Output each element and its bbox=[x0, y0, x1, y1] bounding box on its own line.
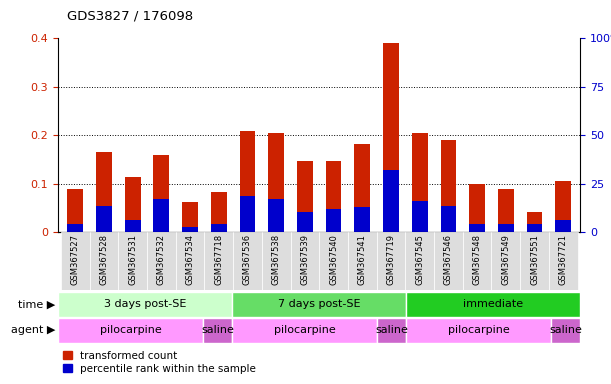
Bar bbox=[469, 184, 485, 232]
Bar bbox=[520, 232, 549, 290]
Bar bbox=[297, 212, 313, 232]
Bar bbox=[211, 223, 227, 232]
Bar bbox=[383, 170, 399, 232]
Bar bbox=[549, 232, 577, 290]
Text: GSM367549: GSM367549 bbox=[501, 234, 510, 285]
Bar bbox=[527, 223, 543, 232]
Bar bbox=[463, 232, 491, 290]
Bar bbox=[96, 152, 112, 232]
Bar bbox=[555, 220, 571, 232]
Text: agent ▶: agent ▶ bbox=[11, 325, 55, 335]
Bar bbox=[232, 318, 378, 343]
Text: GSM367538: GSM367538 bbox=[272, 234, 280, 285]
Bar bbox=[176, 232, 205, 290]
Bar bbox=[326, 209, 342, 232]
Text: GSM367540: GSM367540 bbox=[329, 234, 338, 285]
Text: GSM367531: GSM367531 bbox=[128, 234, 137, 285]
Bar bbox=[326, 161, 342, 232]
Text: GSM367536: GSM367536 bbox=[243, 234, 252, 285]
Bar bbox=[96, 206, 112, 232]
Bar bbox=[406, 318, 552, 343]
Bar bbox=[268, 133, 284, 232]
Text: saline: saline bbox=[549, 325, 582, 335]
Bar bbox=[551, 318, 580, 343]
Text: GSM367546: GSM367546 bbox=[444, 234, 453, 285]
Bar bbox=[205, 232, 233, 290]
Bar bbox=[90, 232, 119, 290]
Text: immediate: immediate bbox=[463, 299, 524, 310]
Text: GDS3827 / 176098: GDS3827 / 176098 bbox=[67, 10, 193, 23]
Bar bbox=[354, 207, 370, 232]
Bar bbox=[182, 227, 198, 232]
Bar bbox=[211, 192, 227, 232]
Bar bbox=[61, 232, 90, 290]
Bar bbox=[119, 232, 147, 290]
Bar bbox=[412, 133, 428, 232]
Text: 3 days post-SE: 3 days post-SE bbox=[104, 299, 186, 310]
Bar bbox=[262, 232, 291, 290]
Text: GSM367545: GSM367545 bbox=[415, 234, 424, 285]
Text: GSM367551: GSM367551 bbox=[530, 234, 539, 285]
Bar bbox=[233, 232, 262, 290]
Bar bbox=[232, 292, 406, 317]
Text: GSM367548: GSM367548 bbox=[473, 234, 481, 285]
Text: GSM367721: GSM367721 bbox=[558, 234, 568, 285]
Legend: transformed count, percentile rank within the sample: transformed count, percentile rank withi… bbox=[64, 351, 256, 374]
Bar bbox=[441, 140, 456, 232]
Bar bbox=[441, 206, 456, 232]
Bar bbox=[240, 196, 255, 232]
Bar bbox=[153, 199, 169, 232]
Bar bbox=[182, 202, 198, 232]
Text: GSM367528: GSM367528 bbox=[100, 234, 109, 285]
Bar bbox=[498, 223, 514, 232]
Text: GSM367539: GSM367539 bbox=[301, 234, 309, 285]
Text: 7 days post-SE: 7 days post-SE bbox=[278, 299, 360, 310]
Bar bbox=[498, 189, 514, 232]
Bar bbox=[527, 212, 543, 232]
Bar bbox=[555, 181, 571, 232]
Bar bbox=[377, 318, 406, 343]
Bar bbox=[125, 177, 141, 232]
Bar bbox=[405, 232, 434, 290]
Text: pilocarpine: pilocarpine bbox=[274, 325, 335, 335]
Text: GSM367534: GSM367534 bbox=[186, 234, 194, 285]
Text: GSM367527: GSM367527 bbox=[71, 234, 80, 285]
Bar bbox=[491, 232, 520, 290]
Text: saline: saline bbox=[375, 325, 408, 335]
Bar bbox=[406, 292, 580, 317]
Bar bbox=[348, 232, 376, 290]
Bar bbox=[67, 223, 83, 232]
Bar bbox=[240, 131, 255, 232]
Bar bbox=[147, 232, 176, 290]
Text: GSM367719: GSM367719 bbox=[387, 234, 395, 285]
Text: time ▶: time ▶ bbox=[18, 299, 55, 310]
Bar bbox=[434, 232, 463, 290]
Bar bbox=[319, 232, 348, 290]
Bar bbox=[58, 318, 203, 343]
Bar bbox=[469, 223, 485, 232]
Text: GSM367541: GSM367541 bbox=[358, 234, 367, 285]
Bar bbox=[354, 144, 370, 232]
Bar bbox=[67, 189, 83, 232]
Bar bbox=[383, 43, 399, 232]
Bar bbox=[125, 220, 141, 232]
Text: pilocarpine: pilocarpine bbox=[448, 325, 510, 335]
Bar bbox=[297, 161, 313, 232]
Bar bbox=[153, 155, 169, 232]
Text: GSM367532: GSM367532 bbox=[157, 234, 166, 285]
Bar bbox=[291, 232, 319, 290]
Bar bbox=[268, 199, 284, 232]
Text: GSM367718: GSM367718 bbox=[214, 234, 223, 285]
Text: saline: saline bbox=[201, 325, 234, 335]
Text: pilocarpine: pilocarpine bbox=[100, 325, 161, 335]
Bar bbox=[376, 232, 405, 290]
Bar bbox=[412, 201, 428, 232]
Bar bbox=[58, 292, 232, 317]
Bar bbox=[203, 318, 232, 343]
